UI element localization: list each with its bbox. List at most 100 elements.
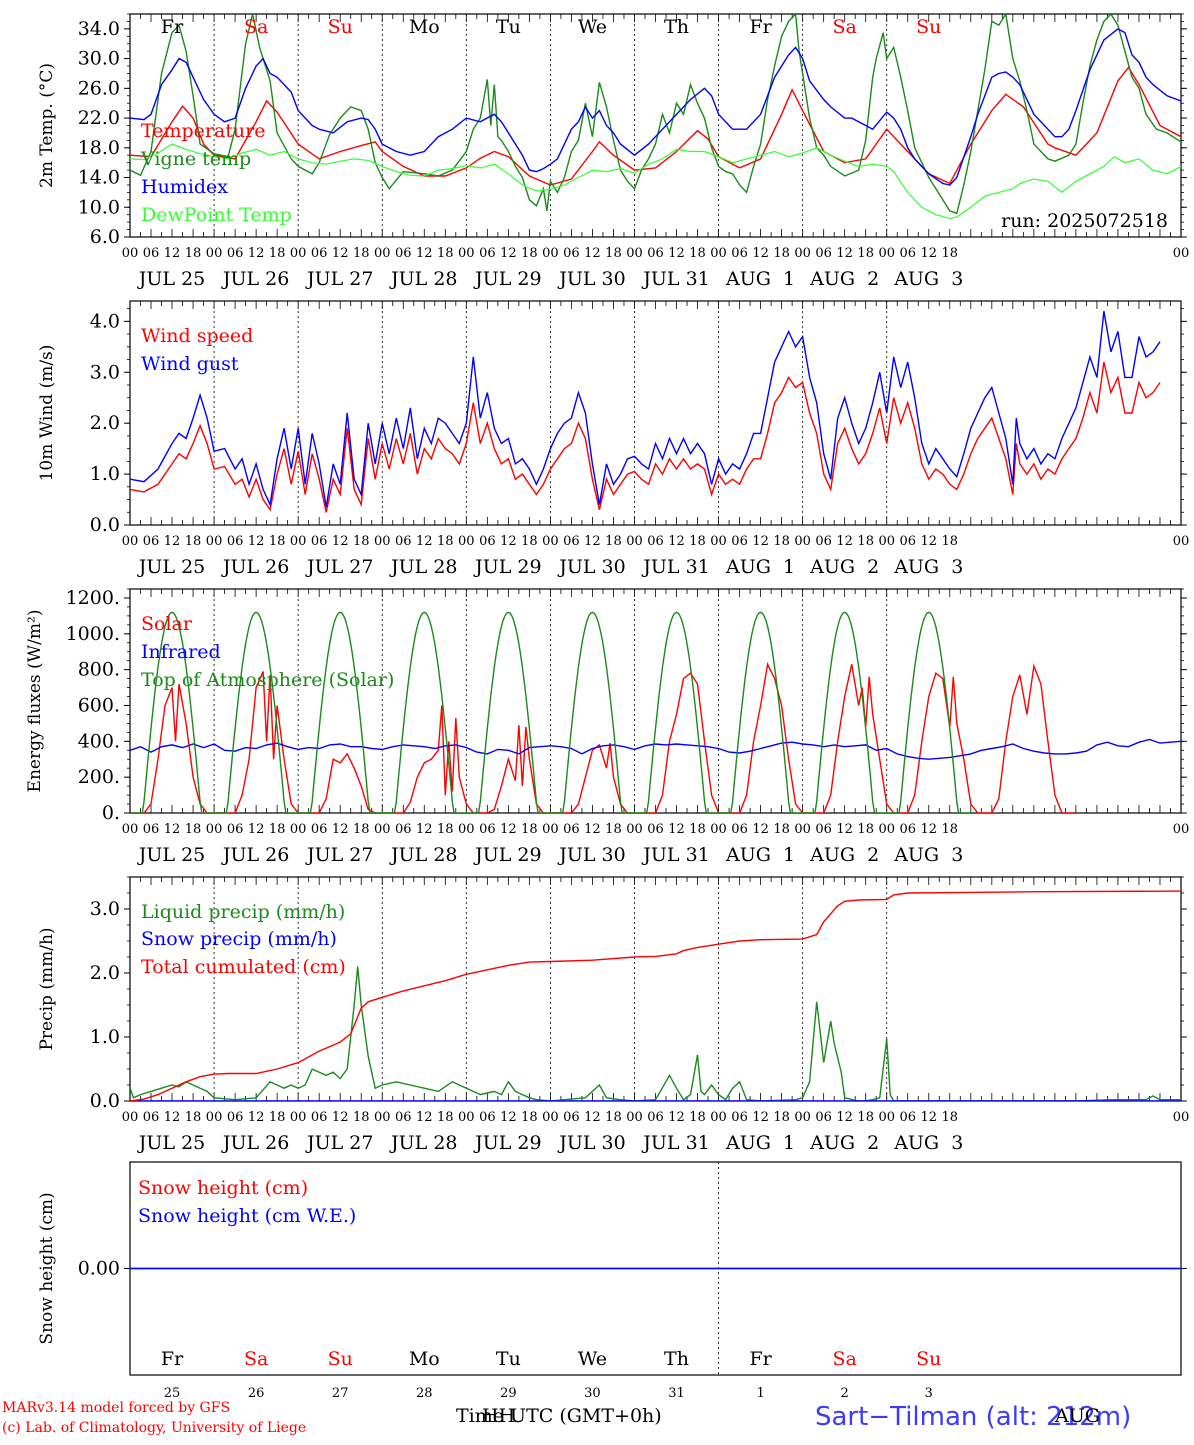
hour-tick-label: 00 (458, 822, 475, 837)
y-tick-label: 3.0 (90, 361, 120, 383)
hour-tick-label: 18 (857, 822, 874, 837)
date-label: JUL 28 (389, 844, 457, 866)
hour-tick-label: 06 (731, 246, 748, 261)
hour-tick-label: 18 (185, 534, 202, 549)
legend-entry: Humidex (141, 176, 228, 198)
hour-tick-label: 12 (500, 822, 517, 837)
hour-tick-label: 18 (521, 246, 538, 261)
date-label: JUL 28 (389, 268, 457, 290)
day-number-label: 27 (332, 1386, 349, 1401)
y-tick-label: 400. (78, 730, 120, 752)
hour-tick-label: 00 (542, 534, 559, 549)
date-label: AUG 2 (809, 268, 879, 290)
time-axis-overprint-hh: HH (482, 1405, 516, 1427)
y-tick-label: 600. (78, 694, 120, 716)
date-label: JUL 25 (137, 268, 205, 290)
day-number-label: 30 (584, 1386, 601, 1401)
hour-tick-label: 00 (1173, 246, 1190, 261)
y-tick-label: 0.00 (78, 1258, 120, 1280)
day-abbr-label: Sa (833, 1348, 857, 1370)
day-abbr-label: Sa (244, 16, 268, 38)
panel-3: 0. 200. 400. 600. 800. 1000. 1200. Energy fluxe… (25, 587, 1189, 866)
hour-tick-label: 06 (647, 534, 664, 549)
hour-tick-label: 18 (185, 822, 202, 837)
hour-tick-label: 18 (605, 534, 622, 549)
panel-4: 0.0 1.0 2.0 3.0 Precip (mm/h) Liquid precip (… (37, 876, 1189, 1154)
legend-entry: Wind gust (141, 353, 239, 375)
day-abbr-label: Mo (409, 1348, 440, 1370)
hour-tick-label: 12 (836, 1110, 853, 1125)
date-label: JUL 26 (221, 844, 289, 866)
hour-tick-label: 06 (815, 1110, 832, 1125)
hour-tick-label: 12 (920, 822, 937, 837)
hour-tick-label: 00 (626, 246, 643, 261)
hour-tick-label: 06 (311, 534, 328, 549)
hour-tick-label: 12 (836, 246, 853, 261)
day-number-label: 25 (164, 1386, 181, 1401)
hour-tick-label: 06 (227, 246, 244, 261)
y-tick-label: 14.0 (78, 167, 120, 189)
hour-tick-label: 06 (143, 246, 160, 261)
hour-tick-label: 12 (416, 1110, 433, 1125)
plot-frame (129, 300, 1182, 526)
day-abbr-label: Su (916, 1348, 941, 1370)
hour-tick-label: 18 (605, 822, 622, 837)
date-label: JUL 30 (557, 556, 625, 578)
hour-tick-label: 12 (668, 246, 685, 261)
lab-credit: (c) Lab. of Climatology, University of L… (2, 1420, 307, 1436)
hour-tick-label: 00 (290, 534, 307, 549)
hour-tick-label: 12 (752, 534, 769, 549)
hour-tick-label: 06 (311, 822, 328, 837)
series-line-dewpoint-temp (130, 143, 1181, 220)
date-label: AUG 2 (809, 556, 879, 578)
hour-tick-label: 12 (752, 822, 769, 837)
date-label: JUL 27 (305, 844, 373, 866)
hour-tick-label: 18 (773, 246, 790, 261)
hour-tick-label: 12 (416, 246, 433, 261)
date-label: JUL 25 (137, 556, 205, 578)
hour-tick-label: 18 (353, 246, 370, 261)
hour-tick-label: 06 (143, 822, 160, 837)
hour-tick-label: 00 (878, 246, 895, 261)
hour-tick-label: 18 (942, 822, 959, 837)
hour-tick-label: 12 (332, 1110, 349, 1125)
y-tick-label: 1000. (66, 623, 120, 645)
hour-tick-label: 00 (458, 246, 475, 261)
hour-tick-label: 00 (794, 1110, 811, 1125)
y-tick-label: 6.0 (90, 226, 120, 248)
y-tick-label: 3.0 (90, 898, 120, 920)
legend-entry: Solar (141, 613, 193, 635)
hour-tick-label: 12 (416, 822, 433, 837)
day-abbr-label: Tu (496, 1348, 521, 1370)
hour-tick-label: 18 (689, 246, 706, 261)
hour-tick-label: 00 (710, 822, 727, 837)
hour-tick-label: 18 (773, 822, 790, 837)
series-line-vigne-temp (130, 14, 1181, 215)
legend-entry: DewPoint Temp (141, 204, 292, 226)
date-label: AUG 1 (725, 1132, 795, 1154)
hour-tick-label: 12 (752, 246, 769, 261)
series-line-liquid-precip-mm-h- (130, 966, 1181, 1101)
day-abbr-label: Fr (749, 1348, 772, 1370)
hour-tick-label: 12 (164, 534, 181, 549)
y-tick-label: 34.0 (78, 18, 120, 40)
day-abbr-label: Tu (496, 16, 521, 38)
hour-tick-label: 06 (647, 246, 664, 261)
hour-tick-label: 06 (395, 246, 412, 261)
hour-tick-label: 12 (920, 1110, 937, 1125)
hour-tick-label: 00 (374, 822, 391, 837)
panel-2: 0.0 1.0 2.0 3.0 4.0 10m Wind (m/s) Wind speed W… (37, 300, 1189, 578)
date-label: AUG 1 (725, 844, 795, 866)
date-label: JUL 31 (641, 1132, 709, 1154)
date-label: JUL 28 (389, 1132, 457, 1154)
y-tick-label: 0.0 (90, 514, 120, 536)
hour-tick-label: 18 (185, 246, 202, 261)
hour-tick-label: 00 (206, 246, 223, 261)
date-label: AUG 3 (893, 1132, 963, 1154)
hour-tick-label: 00 (374, 246, 391, 261)
hour-tick-label: 18 (857, 534, 874, 549)
hour-tick-label: 00 (542, 822, 559, 837)
series-line-solar (130, 662, 1076, 813)
hour-tick-label: 18 (689, 822, 706, 837)
hour-tick-label: 12 (920, 534, 937, 549)
